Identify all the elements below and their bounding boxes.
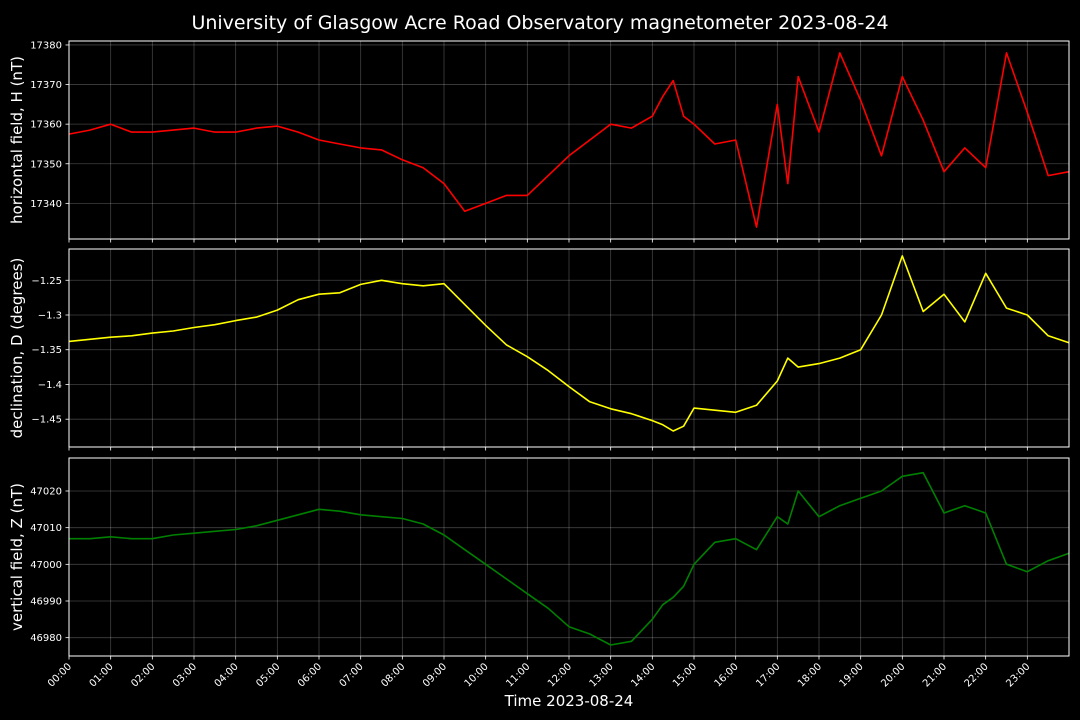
y-tick-label: 46990 bbox=[30, 597, 62, 608]
y-tick-label: −1.25 bbox=[31, 276, 62, 287]
y-tick-label: 17350 bbox=[30, 159, 62, 170]
y-tick-label: 17340 bbox=[30, 199, 62, 210]
chart-title: University of Glasgow Acre Road Observat… bbox=[191, 12, 888, 34]
series-line-1 bbox=[68, 52, 1070, 228]
y-axis-label: vertical field, Z (nT) bbox=[8, 483, 26, 631]
subplot-frame bbox=[68, 248, 1070, 448]
y-tick-label: 47010 bbox=[30, 523, 62, 534]
y-tick-label: −1.35 bbox=[31, 345, 62, 356]
subplot-frame bbox=[68, 40, 1070, 240]
y-tick-label: 17380 bbox=[30, 40, 62, 51]
series-line-3 bbox=[69, 471, 1070, 646]
y-tick-label: −1.45 bbox=[31, 415, 62, 426]
y-tick-label: 47020 bbox=[30, 487, 62, 498]
x-axis-label: Time 2023-08-24 bbox=[504, 692, 634, 710]
y-tick-label: 46980 bbox=[30, 633, 62, 644]
y-tick-label: 17370 bbox=[30, 80, 62, 91]
y-tick-label: −1.3 bbox=[38, 311, 62, 322]
y-axis-label: horizontal field, H (nT) bbox=[8, 56, 26, 224]
y-axis-label: declination, D (degrees) bbox=[8, 258, 26, 439]
subplot-1: 17340 17350 17360 17370 17380 horizontal fiel… bbox=[8, 40, 1070, 243]
subplot-2: −1.25 −1.3 −1.35 −1.4 −1.45 declination, D (d… bbox=[8, 248, 1070, 451]
subplot-frame bbox=[68, 457, 1070, 657]
y-tick-label: −1.4 bbox=[38, 380, 62, 391]
y-tick-label: 47000 bbox=[30, 560, 62, 571]
series-line-2 bbox=[68, 255, 1070, 432]
y-tick-label: 17360 bbox=[30, 120, 62, 131]
subplot-3: 46980 46990 47000 47010 47020 vertical field,… bbox=[8, 457, 1070, 660]
